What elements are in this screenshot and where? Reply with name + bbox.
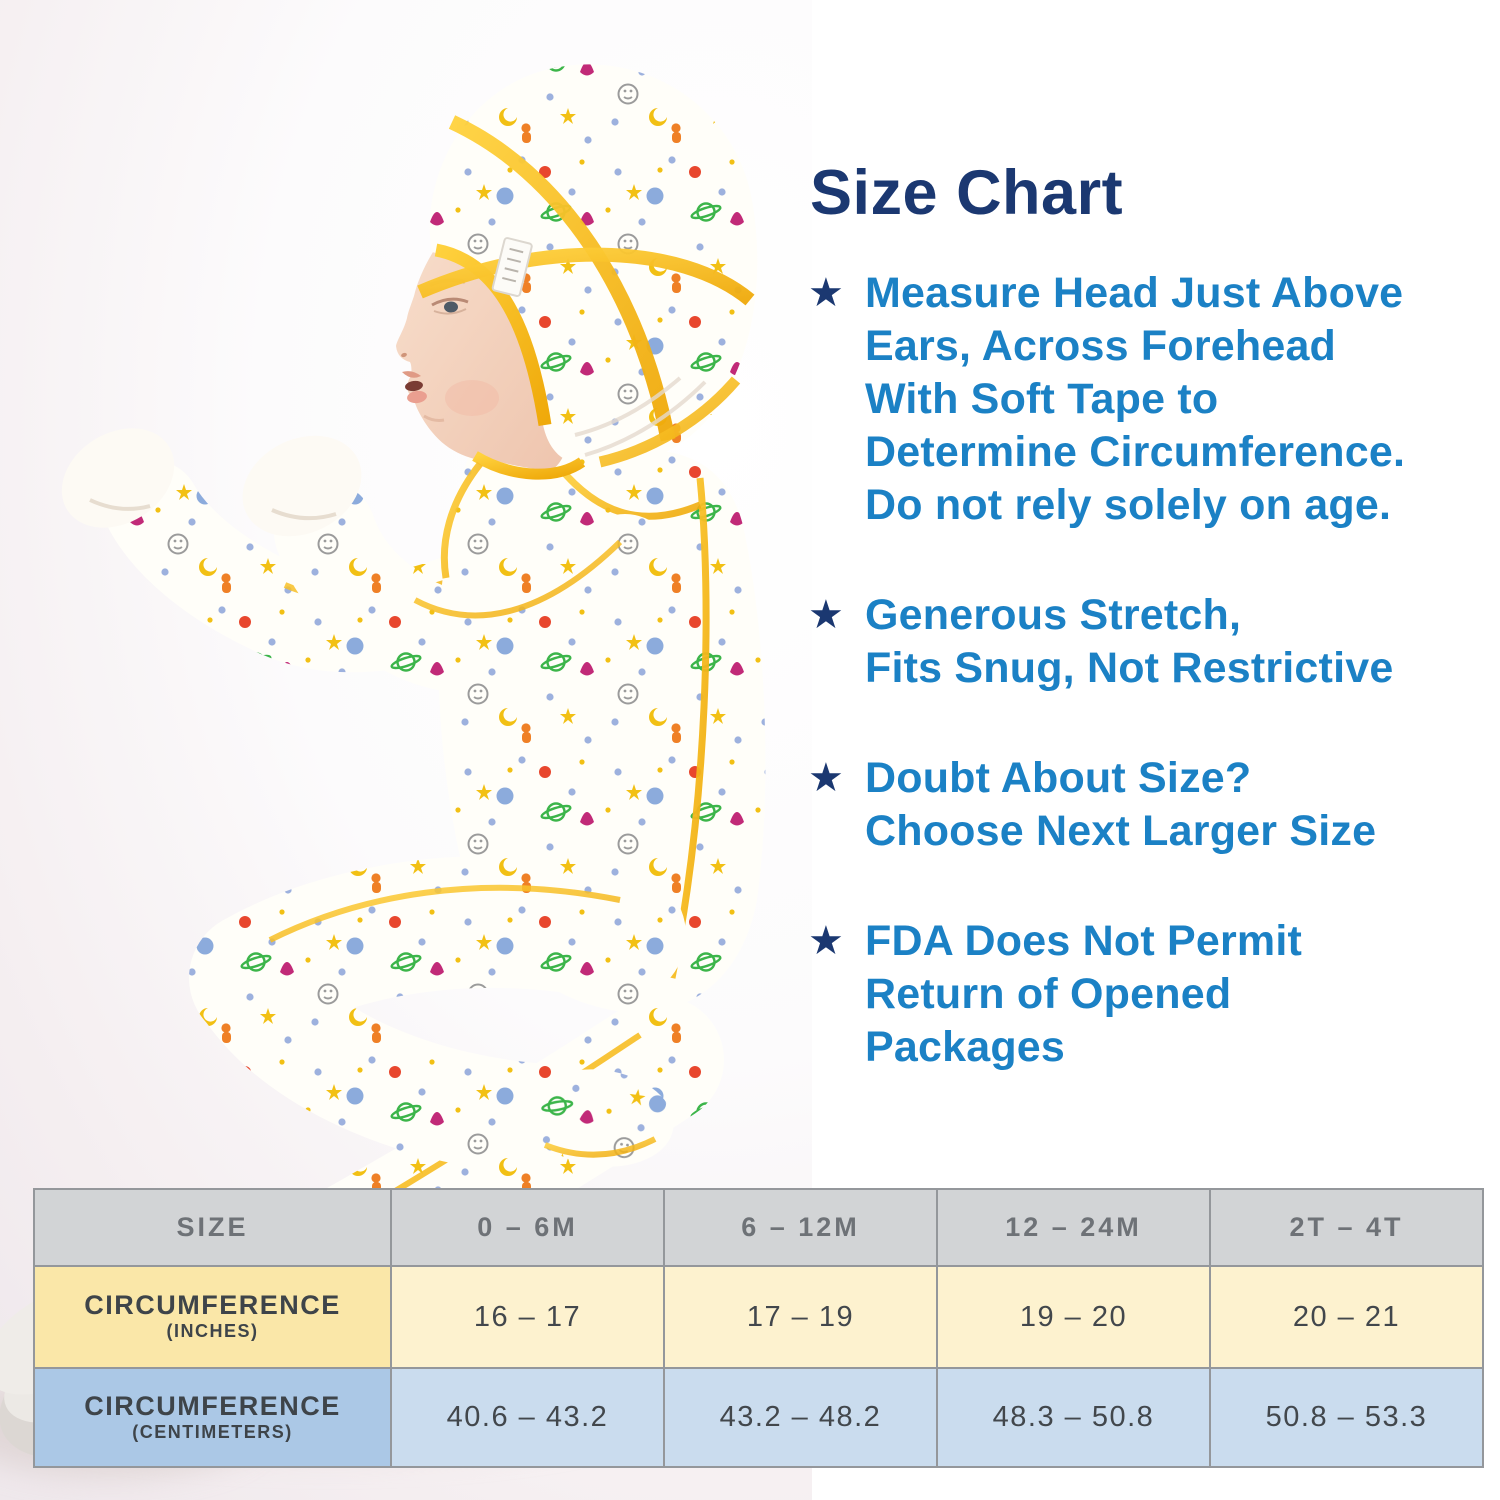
table-cell: 16 – 17: [392, 1267, 663, 1367]
star-icon: ★: [808, 593, 844, 637]
table-cell: 40.6 – 43.2: [392, 1369, 663, 1466]
cell-value: 48.3 – 50.8: [992, 1401, 1155, 1433]
row-label: CIRCUMFERENCE: [84, 1290, 341, 1321]
cap-label-tag: [491, 237, 533, 297]
table-cell: 48.3 – 50.8: [938, 1369, 1209, 1466]
table-header-0-6m: 0 – 6M: [392, 1190, 663, 1265]
row-label: CIRCUMFERENCE: [84, 1390, 341, 1421]
star-icon: ★: [808, 919, 844, 963]
row-sublabel: (CENTIMETERS): [132, 1421, 293, 1442]
baby-cap: [417, 64, 758, 469]
baby-near-arm: [242, 435, 676, 694]
bullet-text: Generous Stretch, Fits Snug, Not Restric…: [865, 591, 1394, 692]
table-cell: 43.2 – 48.2: [665, 1369, 936, 1466]
cell-value: 16 – 17: [473, 1300, 582, 1333]
table-cell: 19 – 20: [938, 1267, 1209, 1367]
table-cell: 50.8 – 53.3: [1211, 1369, 1482, 1466]
bullet-text: Measure Head Just Above Ears, Across For…: [865, 269, 1406, 529]
star-icon: ★: [808, 271, 844, 315]
size-table: SIZE 0 – 6M 6 – 12M 12 – 24M 2T – 4T CIR…: [33, 1188, 1484, 1468]
bullet-measure: ★ Measure Head Just Above Ears, Across F…: [808, 267, 1480, 532]
row-label-inches: CIRCUMFERENCE (INCHES): [35, 1267, 390, 1367]
table-header-size: SIZE: [35, 1190, 390, 1265]
cell-value: 17 – 19: [746, 1300, 855, 1333]
bullet-fda: ★ FDA Does Not Permit Return of Opened P…: [808, 915, 1480, 1074]
cell-value: 50.8 – 53.3: [1265, 1401, 1428, 1433]
table-header-12-24m: 12 – 24M: [938, 1190, 1209, 1265]
bullet-text: FDA Does Not Permit Return of Opened Pac…: [865, 917, 1303, 1071]
baby-collar: [440, 451, 586, 579]
table-header-6-12m: 6 – 12M: [665, 1190, 936, 1265]
page-title: Size Chart: [810, 158, 1124, 228]
cell-value: 40.6 – 43.2: [446, 1401, 609, 1433]
bullet-stretch: ★ Generous Stretch, Fits Snug, Not Restr…: [808, 589, 1480, 695]
bullet-size-doubt: ★ Doubt About Size? Choose Next Larger S…: [808, 752, 1480, 858]
cell-value: 43.2 – 48.2: [719, 1401, 882, 1433]
bullet-text: Doubt About Size? Choose Next Larger Siz…: [865, 754, 1377, 855]
star-icon: ★: [808, 756, 844, 800]
row-label-centimeters: CIRCUMFERENCE (CENTIMETERS): [35, 1369, 390, 1466]
row-sublabel: (INCHES): [166, 1321, 259, 1342]
cell-value: 20 – 21: [1292, 1300, 1401, 1333]
table-header-2t-4t: 2T – 4T: [1211, 1190, 1482, 1265]
table-cell: 17 – 19: [665, 1267, 936, 1367]
table-cell: 20 – 21: [1211, 1267, 1482, 1367]
cell-value: 19 – 20: [1019, 1300, 1128, 1333]
